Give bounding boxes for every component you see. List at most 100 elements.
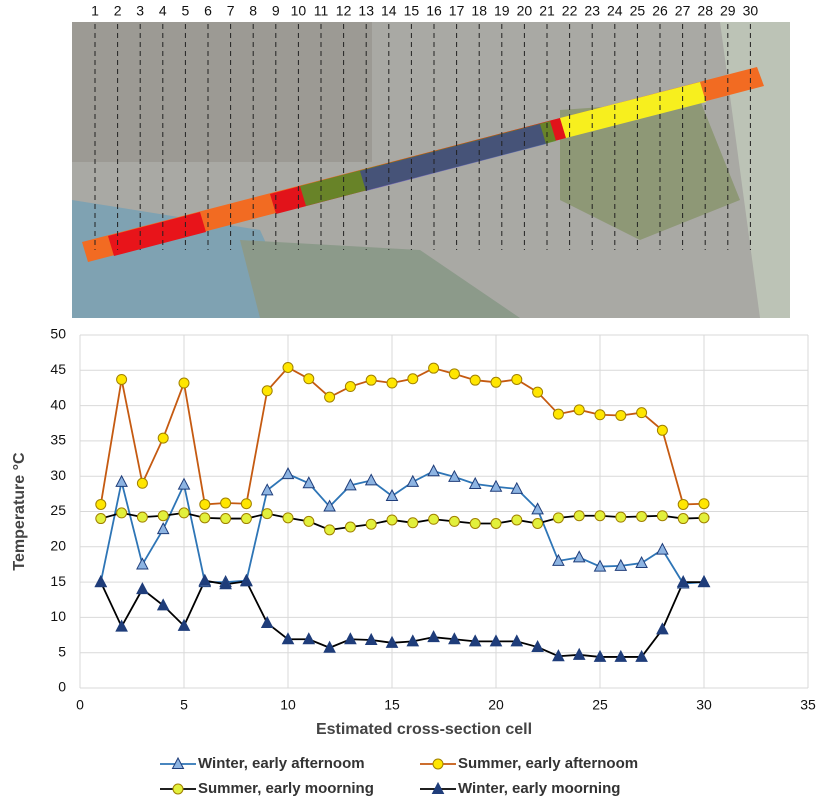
data-point [283,362,293,372]
cell-label: 19 [494,3,510,19]
data-point [283,468,294,479]
data-point [241,499,251,509]
data-point [616,512,626,522]
cell-label: 21 [539,3,555,19]
legend-marker [173,784,183,794]
data-point [449,516,459,526]
data-point [96,514,106,524]
x-tick-label: 0 [76,697,84,713]
cell-label: 28 [697,3,713,19]
data-point [657,623,668,634]
data-point [325,392,335,402]
cell-label: 5 [182,3,190,19]
cell-label: 30 [743,3,759,19]
cell-label: 22 [562,3,578,19]
data-point [366,375,376,385]
series-line [101,581,704,657]
data-point [116,621,127,632]
cell-label: 8 [249,3,257,19]
data-point [199,575,210,586]
y-tick-label: 15 [50,573,66,589]
data-point [137,512,147,522]
y-tick-label: 40 [50,396,66,412]
data-point [200,513,210,523]
y-tick-label: 5 [58,643,66,659]
legend-marker [433,759,443,769]
data-point [657,544,668,555]
data-point [366,519,376,529]
data-point [304,374,314,384]
data-point [678,514,688,524]
y-tick-label: 50 [50,326,66,342]
data-point [574,511,584,521]
x-tick-label: 35 [800,697,816,713]
data-point [262,509,272,519]
legend-label: Winter, early afternoom [198,755,365,772]
data-point [179,479,190,490]
y-tick-label: 10 [50,608,66,624]
x-tick-label: 20 [488,697,504,713]
data-point [657,511,667,521]
data-point [221,514,231,524]
cell-label: 13 [358,3,374,19]
data-point [137,478,147,488]
data-point [96,499,106,509]
data-point [158,523,169,534]
data-point [345,382,355,392]
data-point [491,519,501,529]
series-line [101,471,704,583]
data-point [470,375,480,385]
data-point [678,499,688,509]
cell-label: 16 [426,3,442,19]
data-point [429,363,439,373]
data-point [241,514,251,524]
data-point [407,476,418,487]
cell-label: 7 [227,3,235,19]
data-point [200,499,210,509]
y-tick-label: 20 [50,538,66,554]
cell-label: 4 [159,3,167,19]
data-point [533,519,543,529]
data-point [429,514,439,524]
data-point [699,513,709,523]
cell-label: 3 [136,3,144,19]
cell-label: 26 [652,3,668,19]
data-point [657,425,667,435]
data-point [595,511,605,521]
data-point [345,522,355,532]
x-tick-label: 30 [696,697,712,713]
legend-label: Winter, early moorning [458,780,620,797]
data-point [428,465,439,476]
data-point [137,558,148,569]
data-point [574,551,585,562]
x-tick-label: 10 [280,697,296,713]
data-point [637,408,647,418]
data-point [553,409,563,419]
cell-label: 14 [381,3,397,19]
y-tick-label: 25 [50,502,66,518]
data-point [262,484,273,495]
legend-label: Summer, early afternoom [458,755,638,772]
data-point [137,583,148,594]
data-point [408,374,418,384]
cell-label: 11 [314,3,329,19]
cell-label: 10 [291,3,307,19]
x-tick-label: 25 [592,697,608,713]
data-point [408,518,418,528]
y-tick-label: 30 [50,467,66,483]
data-point [491,377,501,387]
data-point [158,511,168,521]
data-point [325,525,335,535]
cell-label: 1 [91,3,99,19]
data-point [387,378,397,388]
cell-label: 9 [272,3,280,19]
data-point [553,513,563,523]
data-point [117,374,127,384]
data-point [262,386,272,396]
data-point [179,508,189,518]
y-tick-label: 45 [50,361,66,377]
cell-label: 6 [204,3,212,19]
data-point [470,519,480,529]
legend-label: Summer, early moorning [198,780,374,797]
x-axis-title: Estimated cross-section cell [316,721,532,738]
